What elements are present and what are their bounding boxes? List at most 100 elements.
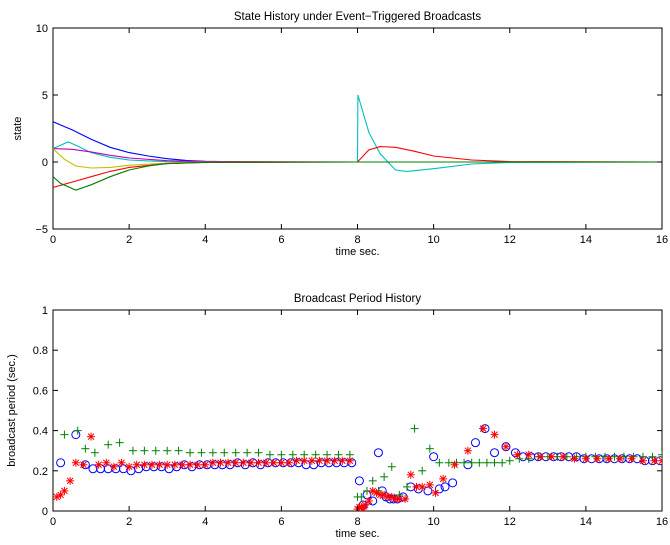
y-tick-label: 0 <box>42 157 48 169</box>
data-point-star <box>125 462 134 471</box>
data-point-star <box>239 458 248 467</box>
data-point-plus <box>288 450 297 459</box>
data-point-plus <box>658 450 662 459</box>
y-tick-label: 0 <box>42 506 48 518</box>
x-tick-label: 10 <box>428 516 440 528</box>
data-point-star <box>418 482 427 491</box>
data-point-star <box>170 460 179 469</box>
data-point-star <box>439 474 448 483</box>
data-point-star <box>431 488 440 497</box>
data-point-star <box>66 476 75 485</box>
data-point-star <box>479 424 488 433</box>
data-point-circle <box>448 478 458 488</box>
data-point-plus <box>435 458 444 467</box>
data-point-star <box>231 458 240 467</box>
data-point-circle <box>354 476 364 486</box>
data-point-plus <box>600 452 609 461</box>
x-tick-label: 6 <box>278 516 284 528</box>
data-point-plus <box>311 450 320 459</box>
x-tick-label: 8 <box>354 234 360 246</box>
x-tick-label: 16 <box>656 516 668 528</box>
data-point-star <box>60 486 69 495</box>
data-point-plus <box>128 446 137 455</box>
data-point-plus <box>619 452 628 461</box>
x-tick-label: 2 <box>126 234 132 246</box>
data-point-plus <box>140 446 149 455</box>
data-point-circle <box>429 452 439 462</box>
x-tick-label: 16 <box>656 234 668 246</box>
data-point-star <box>401 494 410 503</box>
data-point-star <box>79 460 88 469</box>
y-tick-label: 1 <box>42 305 48 317</box>
series-line-4 <box>53 146 662 189</box>
x-tick-label: 2 <box>126 516 132 528</box>
plot-frame <box>52 309 663 512</box>
y-axis-label: state <box>12 117 24 141</box>
data-point-plus <box>490 458 499 467</box>
y-tick-label: 0.4 <box>33 426 48 438</box>
data-point-plus <box>380 472 389 481</box>
data-point-star <box>570 454 579 463</box>
data-point-circle <box>373 448 383 458</box>
data-point-star <box>330 456 339 465</box>
data-point-plus <box>174 446 183 455</box>
x-tick-label: 6 <box>278 234 284 246</box>
data-point-plus <box>498 458 507 467</box>
y-tick-label: 10 <box>36 23 48 35</box>
data-point-plus <box>482 458 491 467</box>
data-point-star <box>132 460 141 469</box>
x-tick-label: 12 <box>504 516 516 528</box>
data-point-plus <box>444 458 453 467</box>
chart-title: Broadcast Period History <box>294 293 421 305</box>
data-point-star <box>616 454 625 463</box>
data-point-plus <box>163 446 172 455</box>
x-tick-label: 14 <box>580 234 592 246</box>
data-point-plus <box>475 458 484 467</box>
data-point-star <box>155 460 164 469</box>
data-point-plus <box>368 476 377 485</box>
data-point-plus <box>231 448 240 457</box>
data-point-star <box>71 458 80 467</box>
x-tick-label: 4 <box>202 516 208 528</box>
data-point-star <box>450 460 459 469</box>
chart-title: State History under Event−Triggered Broa… <box>234 11 482 23</box>
series-line-5 <box>53 161 662 191</box>
data-point-plus <box>277 450 286 459</box>
data-point-star <box>323 456 332 465</box>
data-point-star <box>117 458 126 467</box>
data-point-star <box>513 450 522 459</box>
data-point-star <box>425 480 434 489</box>
plot-data <box>53 424 662 511</box>
data-point-circle <box>470 438 480 448</box>
data-point-star <box>208 458 217 467</box>
data-point-star <box>581 454 590 463</box>
data-point-star <box>658 456 662 465</box>
data-point-star <box>269 458 278 467</box>
data-point-star <box>216 458 225 467</box>
data-point-star <box>224 458 233 467</box>
data-point-star <box>559 452 568 461</box>
data-point-plus <box>208 448 217 457</box>
data-point-circle <box>56 458 66 468</box>
data-point-star <box>102 458 111 467</box>
data-point-star <box>254 458 263 467</box>
data-point-star <box>345 456 354 465</box>
x-axis-label: time sec. <box>335 528 379 540</box>
y-tick-label: 0.2 <box>33 466 48 478</box>
data-point-star <box>406 470 415 479</box>
data-point-plus <box>254 448 263 457</box>
data-point-star <box>315 456 324 465</box>
data-point-plus <box>151 446 160 455</box>
plot-data <box>53 94 662 191</box>
x-tick-label: 0 <box>50 516 56 528</box>
data-point-plus <box>104 440 113 449</box>
data-point-star <box>627 454 636 463</box>
data-point-star <box>140 460 149 469</box>
data-point-star <box>87 432 96 441</box>
data-point-plus <box>505 456 514 465</box>
data-point-plus <box>60 430 69 439</box>
y-tick-label: 5 <box>42 90 48 102</box>
data-point-star <box>593 454 602 463</box>
data-point-circle <box>440 482 450 492</box>
data-point-star <box>292 456 301 465</box>
